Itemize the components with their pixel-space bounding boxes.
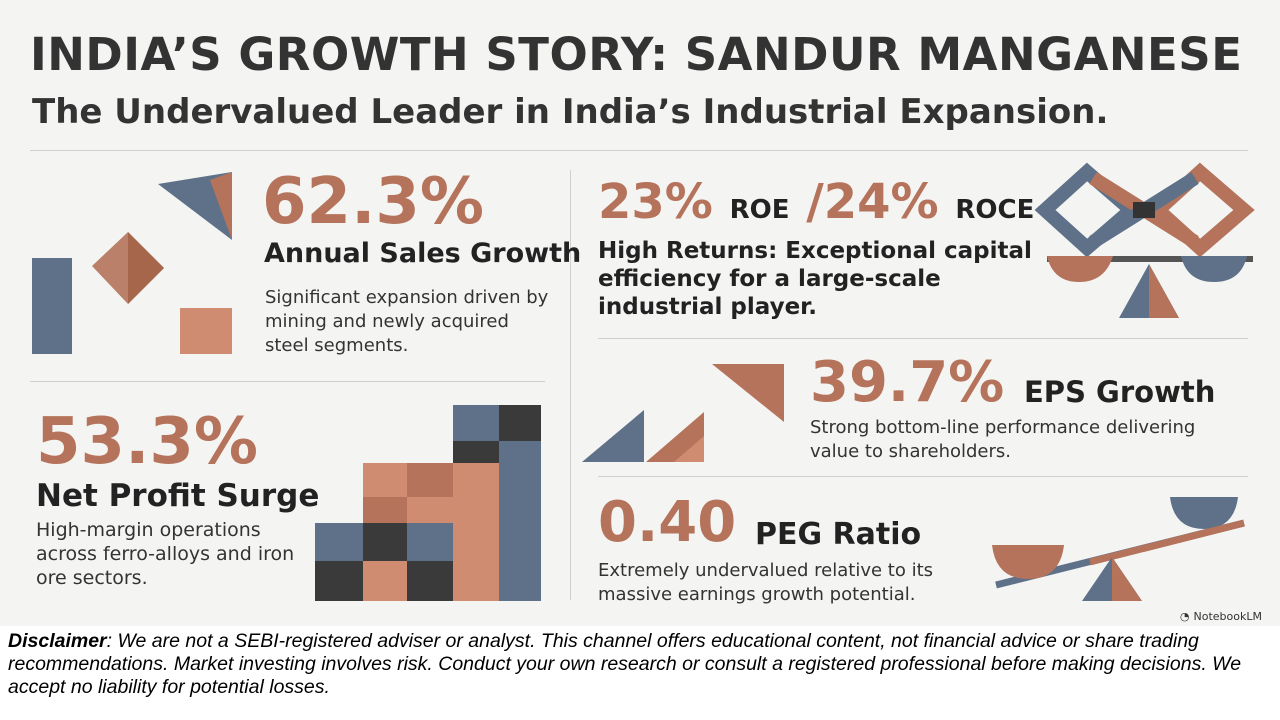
right-divider-1 bbox=[598, 338, 1248, 339]
triangles-icon bbox=[582, 364, 784, 462]
eps-value: 39.7% bbox=[810, 350, 1005, 415]
notebook-logo-icon: ◔ bbox=[1179, 610, 1190, 623]
peg-label: PEG Ratio bbox=[755, 517, 922, 552]
infographic: INDIA’S GROWTH STORY: SANDUR MANGANESE T… bbox=[0, 0, 1280, 626]
sales-growth-value: 62.3% bbox=[262, 165, 485, 239]
returns-separator: / bbox=[806, 174, 824, 230]
disclaimer-heading: Disclaimer bbox=[8, 630, 107, 652]
roe-label: ROE bbox=[729, 195, 790, 225]
page-title: INDIA’S GROWTH STORY: SANDUR MANGANESE bbox=[30, 28, 1243, 81]
seesaw-icon bbox=[992, 497, 1245, 601]
peg-desc: Extremely undervalued relative to its ma… bbox=[598, 560, 934, 605]
sales-growth-label: Annual Sales Growth bbox=[264, 238, 582, 269]
right-divider-2 bbox=[598, 476, 1248, 477]
brand-mark: ◔ NotebookLM bbox=[1180, 610, 1262, 623]
net-profit-value: 53.3% bbox=[36, 405, 259, 479]
returns-desc: High Returns: Exceptional capital effici… bbox=[598, 238, 1032, 320]
header-divider bbox=[30, 150, 1248, 151]
left-divider bbox=[30, 381, 545, 382]
disclaimer: Disclaimer: We are not a SEBI-registered… bbox=[8, 630, 1274, 699]
infinity-balance-icon bbox=[1034, 162, 1255, 318]
returns-heading: 23% ROE /24% ROCE bbox=[598, 174, 1034, 230]
sales-growth-desc: Significant expansion driven by mining a… bbox=[265, 287, 549, 356]
roce-label: ROCE bbox=[955, 195, 1035, 225]
geometric-shapes-icon bbox=[32, 172, 232, 354]
column-divider bbox=[570, 170, 571, 600]
page-subtitle: The Undervalued Leader in India’s Indust… bbox=[32, 92, 1109, 132]
roe-value: 23% bbox=[598, 174, 713, 230]
eps-desc: Strong bottom-line performance deliverin… bbox=[810, 417, 1196, 462]
roce-value: 24% bbox=[823, 174, 939, 230]
eps-label: EPS Growth bbox=[1024, 375, 1216, 409]
net-profit-label: Net Profit Surge bbox=[36, 478, 320, 514]
brand-name: NotebookLM bbox=[1193, 610, 1262, 623]
bar-blocks-icon bbox=[315, 405, 541, 601]
peg-value: 0.40 bbox=[598, 490, 737, 555]
net-profit-desc: High-margin operations across ferro-allo… bbox=[36, 519, 295, 589]
disclaimer-text: : We are not a SEBI-registered adviser o… bbox=[8, 630, 1242, 698]
